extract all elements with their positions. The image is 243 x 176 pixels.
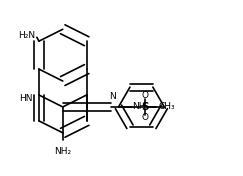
- Text: NH: NH: [132, 102, 146, 111]
- Text: HN: HN: [19, 95, 33, 103]
- Text: CH₃: CH₃: [158, 102, 175, 111]
- Text: O: O: [142, 92, 149, 100]
- Text: S: S: [142, 102, 149, 112]
- Text: NH₂: NH₂: [54, 147, 71, 156]
- Text: O: O: [142, 113, 149, 122]
- Text: N: N: [109, 92, 116, 101]
- Text: H₂N: H₂N: [18, 31, 35, 40]
